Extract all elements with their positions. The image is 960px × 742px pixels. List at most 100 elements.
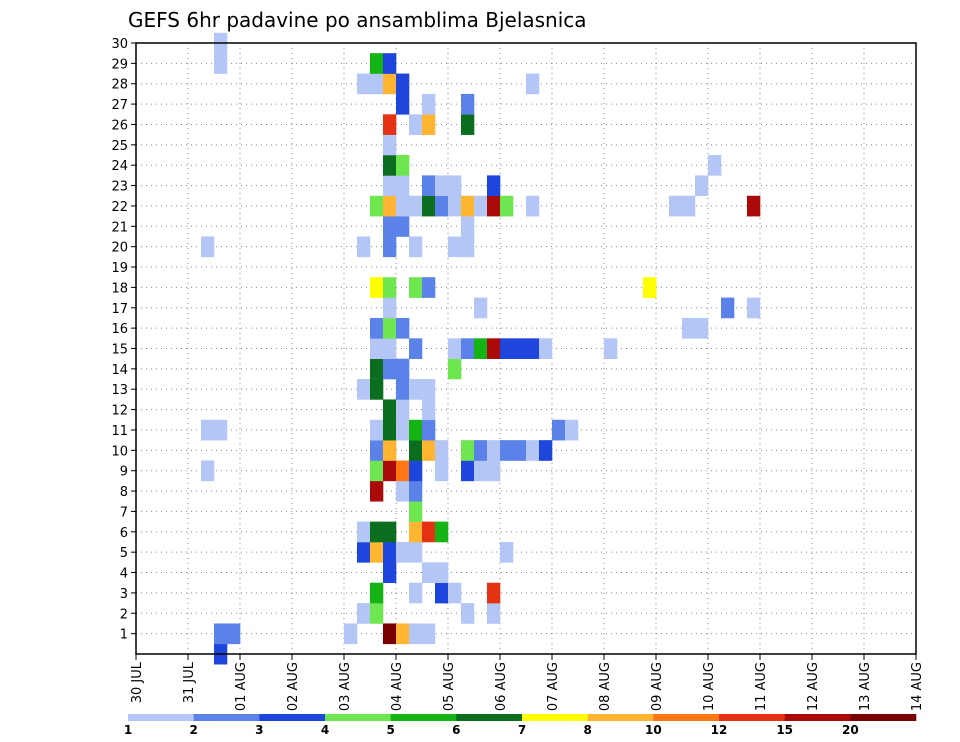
heatmap-cell [396,73,410,95]
legend-label: 12 [711,723,728,737]
heatmap-cell [370,582,384,604]
heatmap-cell [370,277,384,298]
heatmap-cell [708,155,722,176]
heatmap-cell [435,521,449,543]
heatmap-cell [201,419,215,441]
heatmap-cell [526,338,540,359]
legend-swatch [128,714,194,721]
heatmap-cell [422,195,436,217]
heatmap-cell [396,358,410,380]
heatmap-cell [383,358,397,380]
heatmap-cell [721,297,735,319]
heatmap-cell [396,317,410,339]
heatmap-cell [409,541,423,563]
legend-swatch [456,714,523,721]
x-tick-label: 07 AUG [546,662,561,711]
heatmap-cell [513,440,527,461]
heatmap-cell [370,358,384,380]
heatmap-cell [487,195,501,217]
heatmap-cell [422,175,436,197]
legend-swatch [325,714,391,721]
x-tick-label: 05 AUG [442,662,457,711]
y-tick-label: 1 [120,628,128,643]
heatmap-cell [370,53,384,74]
heatmap-cell [396,379,410,400]
heatmap-cell [396,175,410,197]
heatmap-cell [370,541,384,563]
x-tick-label: 31 JUL [182,661,197,703]
heatmap-cell [383,440,397,461]
legend-swatch [390,714,457,721]
heatmap-cell [643,277,657,298]
heatmap-cell [214,623,228,645]
legend-swatch [784,714,851,721]
x-tick-label: 11 AUG [754,662,769,711]
heatmap-cell [357,236,371,258]
heatmap-cell [409,195,423,217]
heatmap-cell [435,440,449,461]
heatmap-cells [201,32,761,665]
heatmap-cell [422,440,436,461]
heatmap-cell [383,134,397,156]
legend-swatch [193,714,260,721]
heatmap-cell [422,562,436,584]
heatmap-cell [370,603,384,624]
y-tick-label: 11 [111,424,128,439]
y-tick-label: 13 [111,383,128,398]
y-tick-label: 5 [120,546,128,561]
heatmap-cell [526,195,540,217]
heatmap-cell [383,338,397,359]
heatmap-cell [422,399,436,421]
x-tick-label: 10 AUG [702,662,717,711]
heatmap-cell [370,480,384,502]
heatmap-cell [383,541,397,563]
heatmap-cell [409,277,423,298]
x-tick-label: 08 AUG [598,662,613,711]
heatmap-cell [214,53,228,74]
legend-label: 4 [321,723,329,737]
heatmap-cell [422,93,436,115]
heatmap-cell [461,440,475,461]
heatmap-cell [461,216,475,237]
heatmap-cell [383,277,397,298]
legend-label: 3 [255,723,263,737]
heatmap-cell [435,562,449,584]
heatmap-cell [695,175,709,197]
heatmap-cell [565,419,579,441]
gridlines [136,43,916,654]
heatmap-cell [487,460,501,482]
legend-swatch [259,714,326,721]
x-tick-label: 04 AUG [390,662,405,711]
heatmap-cell [396,216,410,237]
heatmap-cell [747,297,761,319]
heatmap-cell [461,93,475,115]
heatmap-cell [409,419,423,441]
x-tick-label: 14 AUG [910,662,925,711]
heatmap-cell [474,297,488,319]
heatmap-cell [383,317,397,339]
legend-label: 1 [124,723,132,737]
legend-label: 20 [842,723,859,737]
y-tick-label: 20 [111,241,128,256]
heatmap-cell [474,338,488,359]
y-tick-label: 24 [111,159,128,174]
heatmap-cell [409,501,423,522]
legend-label: 5 [386,723,394,737]
y-tick-label: 29 [111,57,128,72]
y-tick-label: 15 [111,343,128,358]
heatmap-cell [526,440,540,461]
color-legend: 1 2 3 4 5 6 7 8 10 12 15 20 [124,714,917,737]
heatmap-cell [435,195,449,217]
legend-swatch [653,714,720,721]
heatmap-cell [201,236,215,258]
heatmap-cell [539,338,553,359]
heatmap-cell [396,93,410,115]
x-tick-label: 09 AUG [650,662,665,711]
heatmap-cell [435,582,449,604]
heatmap-cell [370,73,384,95]
heatmap-cell [461,603,475,624]
heatmap-cell [383,399,397,421]
y-tick-label: 2 [120,607,128,622]
heatmap-cell [474,195,488,217]
